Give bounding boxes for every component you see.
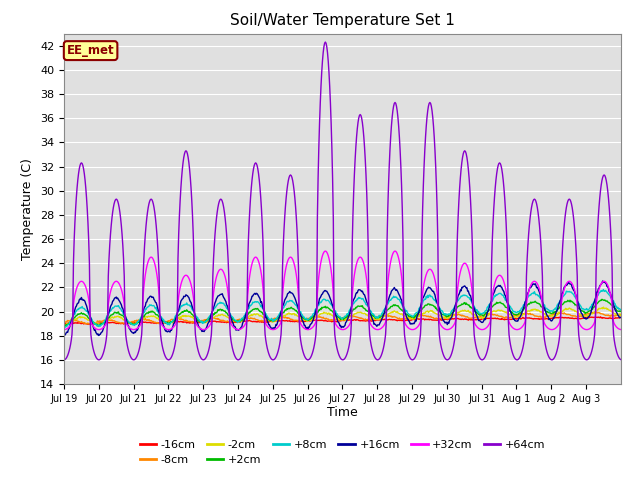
Title: Soil/Water Temperature Set 1: Soil/Water Temperature Set 1 [230,13,455,28]
Text: EE_met: EE_met [67,44,115,57]
X-axis label: Time: Time [327,407,358,420]
Legend: -16cm, -8cm, -2cm, +2cm, +8cm, +16cm, +32cm, +64cm: -16cm, -8cm, -2cm, +2cm, +8cm, +16cm, +3… [135,435,550,469]
Y-axis label: Temperature (C): Temperature (C) [22,158,35,260]
